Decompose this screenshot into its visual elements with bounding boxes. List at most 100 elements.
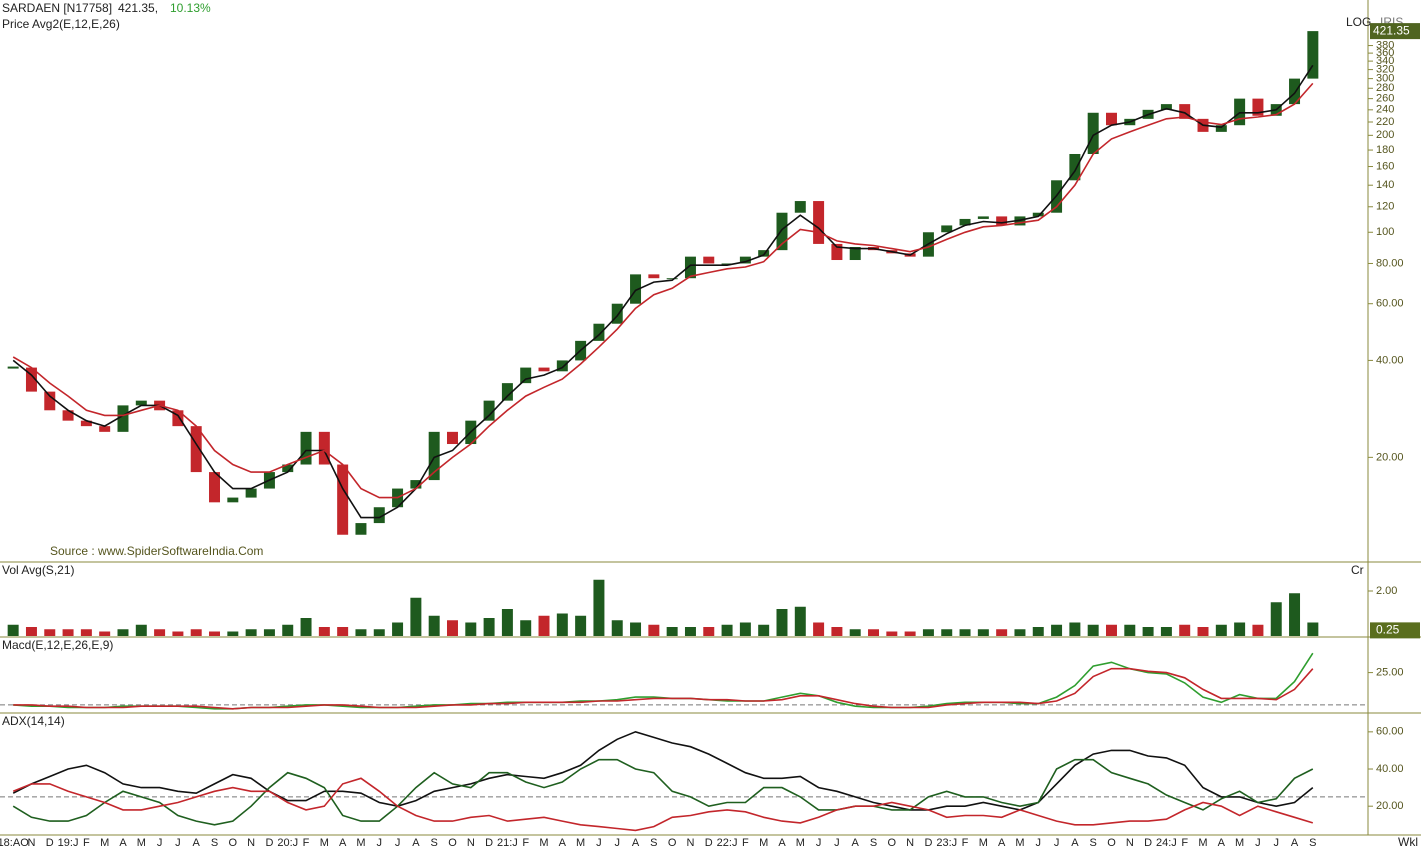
y-tick-label: 25.00 (1376, 666, 1404, 678)
x-tick-label: M (539, 837, 548, 849)
y-tick-label: 260 (1376, 93, 1394, 105)
candle (813, 201, 825, 244)
volume-bar (410, 597, 422, 636)
x-tick-label: M (759, 837, 768, 849)
volume-bar (1270, 602, 1282, 636)
y-tick-label: 2.00 (1376, 585, 1397, 597)
x-tick-label: M (979, 837, 988, 849)
volume-bar (44, 629, 56, 636)
volume-bar (227, 631, 239, 636)
candle (1069, 153, 1081, 181)
x-tick-label: J (1273, 837, 1279, 849)
volume-bar (648, 624, 660, 636)
x-tick-label: S (1090, 837, 1097, 849)
x-tick-label: J (834, 837, 840, 849)
volume-bar (1234, 622, 1246, 636)
volume-bar (483, 618, 495, 636)
x-tick-label: J (816, 837, 822, 849)
x-tick-label: O (888, 837, 897, 849)
volume-bar (1142, 627, 1154, 636)
x-tick-label: S (431, 837, 438, 849)
candle (209, 472, 221, 503)
volume-bar (300, 618, 312, 636)
volume-bar (135, 624, 147, 636)
y-tick-label: 40.00 (1376, 763, 1404, 775)
candle (446, 431, 458, 445)
candle (190, 426, 202, 473)
volume-bar (1069, 622, 1081, 636)
volume-bar (831, 627, 843, 636)
volume-bar (1289, 593, 1301, 636)
candle (684, 256, 696, 279)
candle (172, 410, 184, 427)
y-tick-label: 60.00 (1376, 726, 1404, 738)
x-tick-label: A (119, 837, 127, 849)
volume-bar (1307, 622, 1319, 636)
volume-bar (7, 624, 19, 636)
x-tick-label: 21:J (497, 837, 518, 849)
volume-bar (794, 606, 806, 636)
candle (80, 420, 92, 427)
y-tick-label: 20.00 (1376, 451, 1404, 463)
x-tick-label: J (596, 837, 602, 849)
candle (355, 523, 367, 535)
y-tick-label: 280 (1376, 82, 1394, 94)
x-tick-label: F (522, 837, 529, 849)
volume-bar (25, 627, 37, 636)
x-tick-label: D (705, 837, 713, 849)
x-tick-label: F (742, 837, 749, 849)
x-tick-label: F (962, 837, 969, 849)
x-tick-label: 19:J (58, 837, 79, 849)
volume-bar (154, 629, 166, 636)
x-tick-label: J (1036, 837, 1042, 849)
volume-bar (172, 631, 184, 636)
candle (483, 400, 495, 421)
line (12, 730, 1314, 811)
candle (941, 225, 953, 233)
volume-bar (813, 622, 825, 636)
candle (739, 256, 751, 264)
candle (1215, 125, 1227, 132)
candle (44, 391, 56, 411)
x-tick-label: D (924, 837, 932, 849)
volume-bar (941, 629, 953, 636)
candle (721, 263, 733, 265)
candle (1087, 112, 1099, 154)
x-tick-label: N (27, 837, 35, 849)
x-tick-label: D (1144, 837, 1152, 849)
candle (282, 464, 294, 473)
x-tick-label: J (377, 837, 383, 849)
volume-bar (959, 629, 971, 636)
last-price-box (1370, 23, 1420, 40)
volume-bar (556, 613, 568, 636)
candle (1289, 78, 1301, 105)
candle (1160, 104, 1172, 110)
volume-bar (1179, 624, 1191, 636)
y-tick-label: 180 (1376, 144, 1394, 156)
candle (373, 507, 385, 524)
avg-label: 0.25 (1376, 623, 1400, 637)
volume-bar (337, 627, 349, 636)
x-tick-label: A (1071, 837, 1079, 849)
line (12, 777, 1314, 832)
volume-bar (1252, 624, 1264, 636)
symbol: SARDAEN [N17758] (2, 1, 112, 15)
unit: Cr (1351, 563, 1364, 577)
scale-label: LOG (1346, 15, 1371, 29)
candle (1252, 98, 1264, 116)
volume-bar (1087, 624, 1099, 636)
y-tick-label: 360 (1376, 47, 1394, 59)
volume-bar (1014, 629, 1026, 636)
line (13, 667, 1314, 710)
line (12, 82, 1314, 499)
candle (245, 488, 257, 498)
candle (25, 367, 37, 392)
x-tick-label: D (485, 837, 493, 849)
line (12, 64, 1314, 519)
volume-bar (886, 631, 898, 636)
volume-bar (1197, 627, 1209, 636)
x-tick-label: A (852, 837, 860, 849)
x-tick-label: S (870, 837, 877, 849)
candle (630, 274, 642, 304)
volume-bar (666, 627, 678, 636)
